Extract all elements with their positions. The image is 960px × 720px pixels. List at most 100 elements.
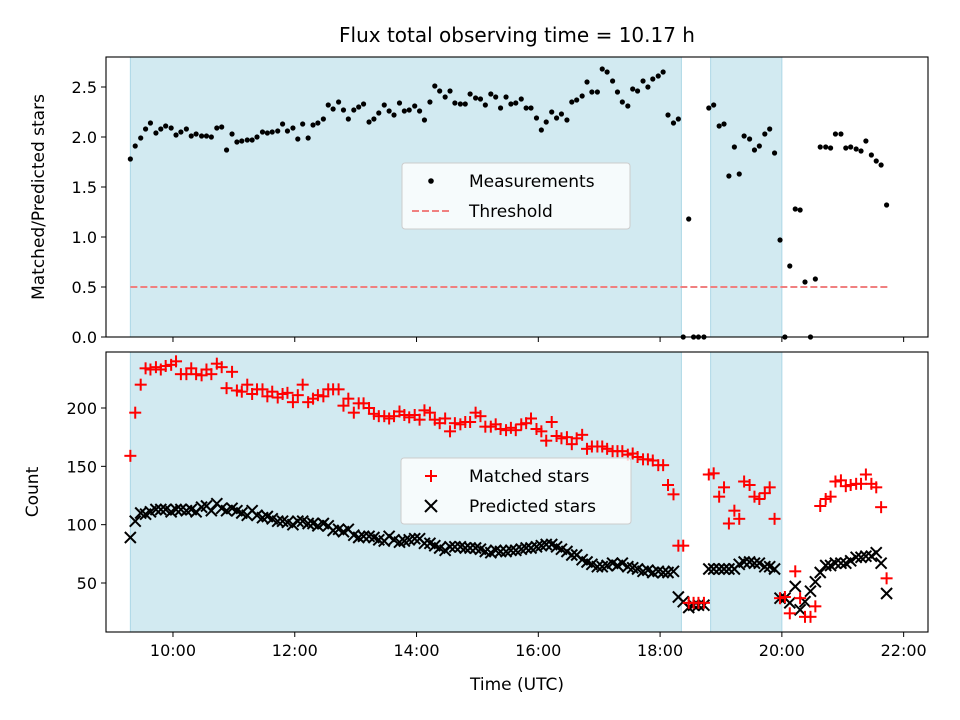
- measurement-point: [447, 88, 453, 94]
- measurement-point: [275, 128, 281, 134]
- matched-star-point: [667, 488, 680, 501]
- matched-star-point: [657, 459, 670, 472]
- predicted-star-point: [291, 514, 305, 528]
- measurement-point: [351, 107, 357, 113]
- measurement-point: [360, 101, 367, 107]
- measurement-point: [787, 263, 793, 269]
- matched-star-point: [266, 385, 279, 398]
- measurement-point: [345, 116, 351, 122]
- matched-star-point: [226, 365, 239, 378]
- matched-star-point: [332, 383, 345, 396]
- matched-star-point: [677, 539, 690, 552]
- matched-star-point: [631, 451, 644, 463]
- matched-star-point: [824, 490, 837, 503]
- measurement-point: [564, 117, 570, 123]
- matched-star-point: [205, 368, 218, 381]
- measurement-point: [493, 94, 499, 100]
- measurement-point: [863, 138, 869, 144]
- matched-star-point: [733, 512, 746, 525]
- measurement-point: [279, 121, 286, 127]
- x-tick-label: 14:00: [393, 641, 439, 660]
- bot-y-tick-label: 150: [66, 457, 97, 476]
- bot-observing-window-2: [710, 351, 783, 633]
- predicted-star-point: [205, 504, 218, 517]
- predicted-star-point: [149, 503, 163, 516]
- matched-star-point: [337, 399, 350, 412]
- bottom-x-ticks: 10:00 12:00 14:00 16:00 18:00 20:00 22:00: [150, 632, 927, 660]
- predicted-star-point: [707, 562, 720, 576]
- legend-measurements-label: Measurements: [469, 172, 595, 192]
- measurement-point: [594, 89, 600, 95]
- legend-predicted-label: Predicted stars: [469, 497, 596, 517]
- measurement-point: [751, 147, 758, 153]
- predicted-star-point: [793, 603, 807, 617]
- measurement-point: [198, 133, 205, 139]
- measurement-point: [244, 137, 250, 143]
- measurement-point: [427, 99, 433, 105]
- predicted-star-point: [758, 560, 772, 573]
- measurement-point: [858, 148, 864, 154]
- predicted-star-point: [540, 538, 553, 551]
- measurement-point: [843, 145, 849, 151]
- measurement-point: [574, 97, 580, 103]
- measurement-point: [883, 202, 890, 208]
- matched-star-point: [256, 383, 269, 396]
- matched-star-point: [134, 378, 147, 391]
- bot-y-tick-label: 50: [77, 574, 97, 593]
- bottom-y-ticks: 50 100 150 200: [66, 399, 106, 593]
- matched-star-point: [423, 406, 436, 419]
- measurement-point: [340, 107, 347, 113]
- measurement-point: [401, 108, 407, 114]
- top-y-tick-label: 2.5: [72, 78, 97, 97]
- legend-matched-marker: [425, 470, 437, 482]
- matched-star-point: [444, 425, 457, 438]
- measurement-point: [396, 100, 403, 106]
- matched-star-point: [844, 479, 857, 491]
- measurement-point: [371, 116, 377, 122]
- measurement-point: [508, 101, 514, 107]
- measurement-point: [229, 131, 235, 137]
- measurement-point: [792, 206, 798, 212]
- matched-star-point: [809, 600, 822, 613]
- measurement-point: [767, 126, 773, 132]
- measurement-point: [208, 134, 214, 140]
- matched-star-point: [601, 442, 614, 455]
- measurement-point: [878, 162, 884, 168]
- top-legend-box: [401, 162, 631, 230]
- measurement-point: [716, 123, 722, 129]
- measurement-point: [269, 129, 275, 135]
- measurement-point: [421, 117, 428, 123]
- matched-star-point: [220, 382, 233, 395]
- measurement-point: [386, 108, 392, 114]
- measurement-point: [797, 207, 803, 213]
- measurement-point: [153, 130, 159, 136]
- matched-star-point: [342, 392, 355, 405]
- measurement-point: [604, 69, 610, 75]
- measurement-point: [721, 121, 727, 127]
- measurement-point: [366, 119, 372, 125]
- predicted-star-point: [712, 562, 726, 576]
- measurement-point: [640, 78, 646, 84]
- measurement-point: [457, 101, 463, 107]
- measurement-point: [178, 129, 184, 135]
- measurement-point: [518, 96, 524, 102]
- predicted-star-point: [809, 575, 822, 589]
- matched-star-point: [829, 475, 842, 488]
- measurement-point: [183, 126, 189, 132]
- predicted-star-point: [357, 530, 370, 543]
- matched-star-point: [697, 596, 710, 609]
- measurement-point: [305, 135, 311, 141]
- measurement-point: [462, 101, 468, 107]
- measurement-point: [838, 131, 844, 137]
- predicted-star-point: [616, 556, 629, 570]
- measurement-point: [848, 144, 854, 150]
- predicted-star-point: [783, 596, 796, 610]
- legend-measurements-marker: [428, 178, 434, 184]
- measurement-point: [259, 129, 266, 135]
- measurement-point: [432, 83, 438, 89]
- top-y-axis-label: Matched/Predicted stars: [29, 94, 49, 300]
- predicted-star-point: [874, 556, 888, 570]
- predicted-star-point: [519, 541, 533, 555]
- measurement-point: [762, 131, 768, 137]
- measurement-point: [249, 137, 255, 143]
